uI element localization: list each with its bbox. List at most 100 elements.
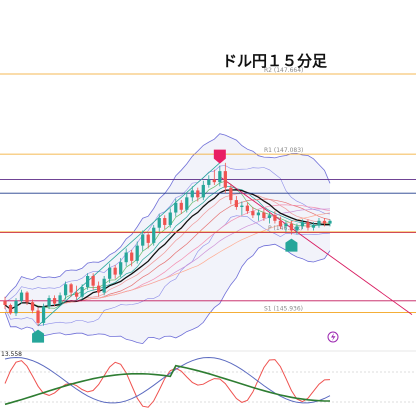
candle-body	[102, 278, 106, 293]
candle-body	[295, 226, 299, 231]
candle-28	[157, 213, 161, 232]
candle-body	[207, 179, 211, 185]
candle-7	[41, 303, 46, 326]
candle-22	[124, 248, 128, 267]
candle-47	[262, 208, 266, 221]
level-label-r2: R2 (147.664)	[264, 67, 303, 74]
candle-body	[97, 285, 101, 293]
candle-body	[119, 262, 123, 275]
candle-body	[8, 304, 13, 314]
candle-36	[201, 180, 205, 201]
moving-average-layer	[4, 180, 331, 310]
candle-body	[179, 202, 183, 210]
osc-blue-line	[4, 356, 331, 404]
candle-17	[97, 281, 101, 297]
candles-layer	[3, 162, 332, 326]
candle-4	[25, 291, 29, 305]
candle-56	[311, 222, 316, 231]
ma-line-8	[4, 185, 331, 310]
candle-45	[251, 207, 255, 219]
candle-body	[174, 202, 178, 213]
candle-15	[86, 273, 90, 290]
candle-16	[91, 273, 95, 290]
candle-12	[69, 282, 73, 297]
candle-44	[245, 202, 249, 214]
candle-body	[124, 252, 128, 263]
candle-body	[300, 222, 305, 227]
candle-38	[212, 169, 216, 185]
band-fill	[5, 133, 330, 344]
candle-39	[218, 165, 222, 187]
candle-body	[256, 212, 261, 216]
candle-body	[163, 218, 167, 225]
candle-body	[328, 220, 332, 224]
osc-green-line	[4, 364, 330, 406]
candle-41	[229, 184, 233, 205]
candle-body	[41, 306, 46, 323]
candle-46	[256, 209, 261, 221]
candle-1	[8, 303, 13, 315]
level-label-p: P (146.5xx)	[268, 225, 303, 232]
candle-body	[36, 310, 40, 323]
candle-body	[3, 300, 7, 305]
candle-57	[317, 218, 321, 228]
candle-0	[3, 296, 7, 310]
trendline-up	[37, 162, 221, 326]
candle-body	[322, 220, 327, 224]
candle-body	[19, 292, 24, 301]
candle-body	[91, 276, 95, 286]
candle-body	[52, 298, 57, 304]
candle-body	[113, 267, 117, 275]
candle-body	[196, 190, 200, 198]
candle-body	[157, 218, 161, 228]
buy-marker-0	[32, 329, 45, 343]
candle-body	[311, 224, 316, 228]
candle-body	[273, 215, 277, 221]
candle-32	[179, 200, 183, 214]
candle-2	[14, 298, 18, 317]
candle-body	[317, 220, 321, 225]
candle-51	[284, 220, 288, 232]
candle-9	[52, 295, 57, 307]
ma-line-main	[4, 189, 330, 310]
candle-24	[135, 241, 139, 264]
candle-body	[245, 205, 249, 212]
candle-body	[278, 220, 283, 227]
candle-35	[196, 187, 200, 202]
candle-18	[102, 276, 106, 296]
candle-59	[328, 219, 332, 227]
candle-43	[240, 201, 244, 216]
candle-body	[63, 284, 68, 296]
candle-6	[36, 307, 40, 326]
band-lower-inner	[4, 215, 331, 327]
candle-21	[119, 258, 123, 278]
candle-body	[14, 300, 18, 314]
lightning-icon	[327, 331, 339, 343]
candle-body	[69, 284, 73, 293]
candle-body	[262, 212, 266, 219]
candle-body	[190, 190, 194, 198]
candle-body	[185, 197, 189, 210]
candle-48	[267, 212, 272, 224]
candle-body	[251, 211, 255, 216]
candle-body	[135, 245, 139, 261]
candle-body	[284, 223, 288, 227]
candle-body	[74, 292, 79, 297]
candle-37	[207, 175, 211, 188]
candle-25	[141, 230, 145, 252]
band-upper-inner	[4, 165, 331, 303]
candle-body	[108, 267, 112, 279]
candle-5	[30, 299, 35, 314]
candle-31	[174, 198, 178, 217]
candle-52	[289, 220, 294, 235]
candle-20	[113, 264, 117, 279]
candle-40	[223, 162, 227, 194]
candle-33	[185, 193, 189, 213]
candle-body	[289, 223, 294, 231]
candle-14	[80, 284, 84, 300]
osc-red-line	[4, 359, 331, 408]
candle-49	[273, 211, 277, 224]
candle-42	[234, 195, 238, 210]
candle-10	[58, 292, 62, 305]
